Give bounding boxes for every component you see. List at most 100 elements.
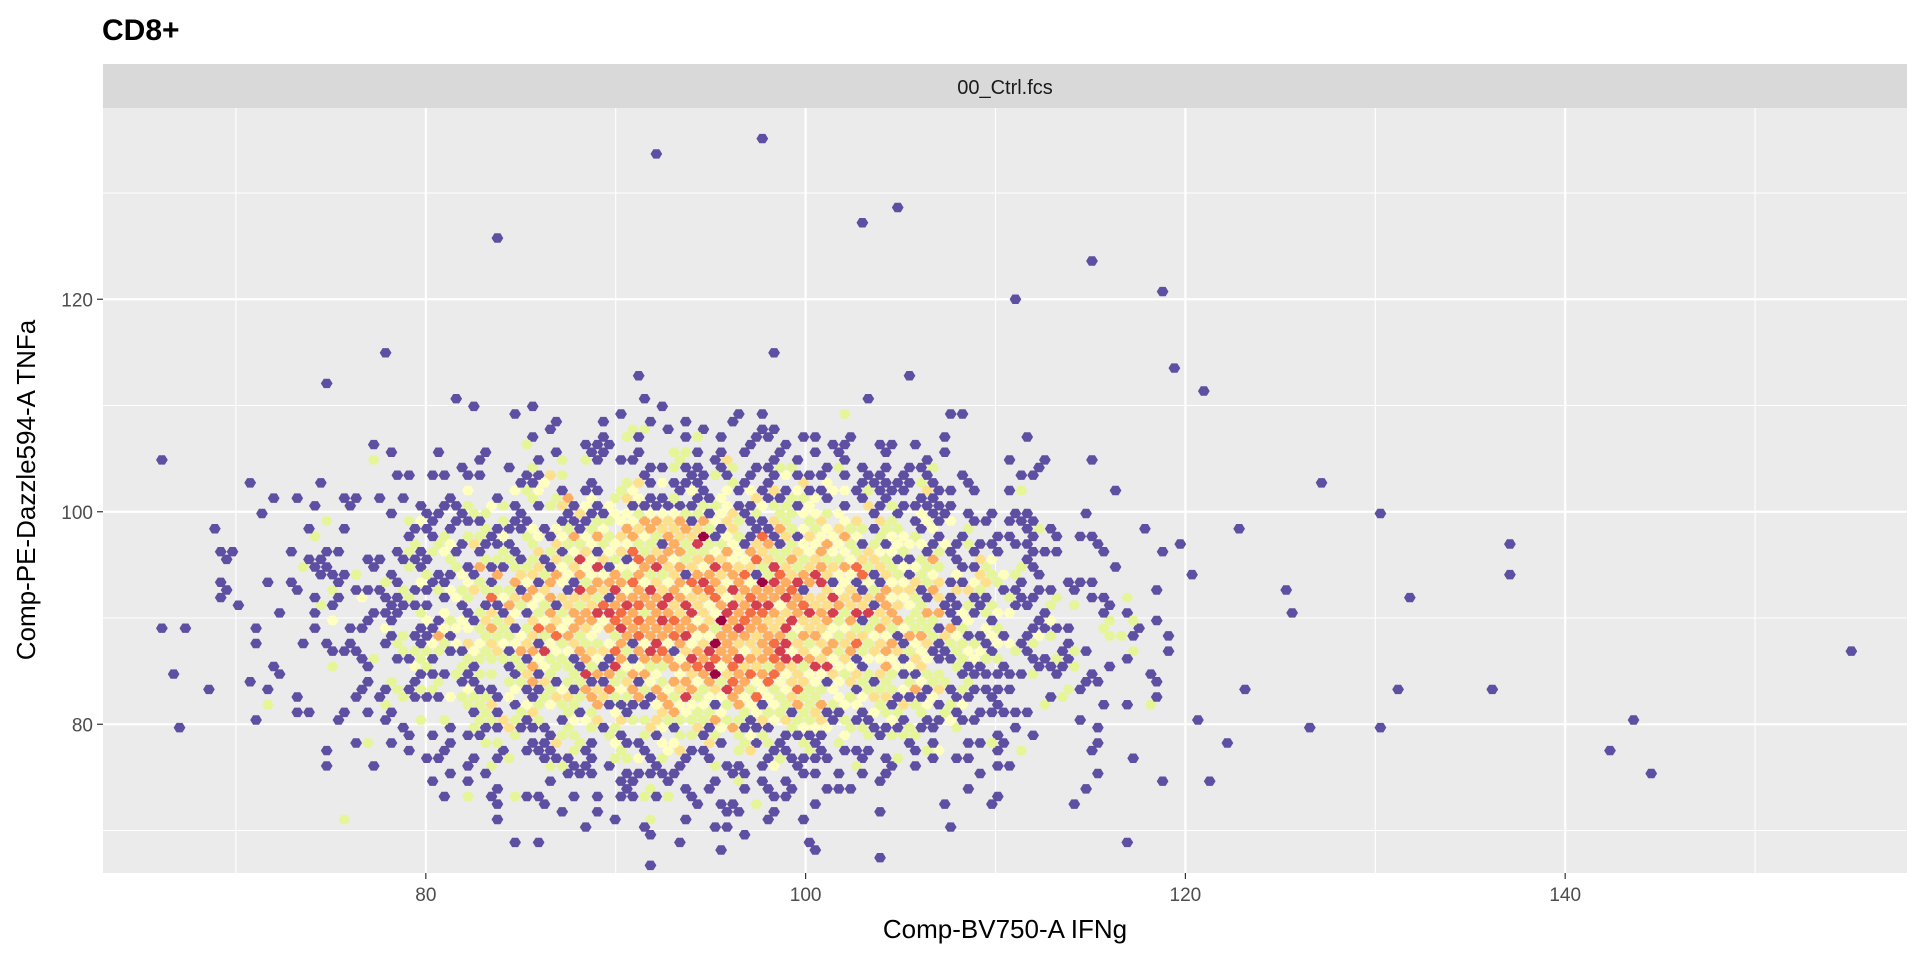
hexbin-cell: [420, 661, 433, 672]
hexbin-cell: [833, 646, 845, 656]
hexbin-cell: [809, 753, 822, 763]
hexbin-cell: [626, 501, 639, 511]
hexbin-cell: [697, 700, 710, 710]
hexbin-cell: [626, 715, 639, 725]
hexbin-cell: [780, 623, 792, 633]
hexbin-cell: [373, 692, 386, 702]
hexbin-cell: [462, 654, 474, 664]
hexbin-cell: [438, 608, 451, 618]
hexbin-cell: [509, 577, 521, 587]
hexbin-cell: [1009, 569, 1022, 580]
hexbin-cell: [1027, 623, 1039, 633]
hexbin-cell: [1092, 768, 1104, 779]
hexbin-cell: [309, 531, 321, 542]
hexbin-cell: [938, 432, 951, 442]
hexbin-cell: [762, 753, 775, 763]
hexbin-cell: [615, 562, 627, 572]
hexbin-cell: [756, 608, 769, 618]
hexbin-cell: [579, 745, 592, 756]
hexbin-cell: [715, 722, 727, 733]
hexbin-cell: [674, 577, 686, 587]
hexbin-cell: [456, 569, 468, 580]
hexbin-cell: [868, 478, 880, 488]
hexbin-cell: [509, 638, 521, 649]
hexbin-cell: [473, 470, 486, 480]
hexbin-cell: [526, 493, 539, 503]
hexbin-cell: [621, 784, 633, 794]
hexbin-cell: [721, 669, 733, 679]
hexbin-cell: [515, 478, 527, 488]
hexbin-cell: [662, 577, 674, 587]
hexbin-cell: [903, 722, 916, 733]
hexbin-cell: [391, 547, 404, 557]
hexbin-cell: [609, 554, 621, 565]
hexbin-cell: [585, 478, 598, 488]
hexbin-cell: [644, 600, 657, 610]
hexbin-cell: [738, 738, 751, 748]
hexbin-cell: [921, 684, 933, 695]
hexbin-cell: [603, 608, 616, 618]
hexbin-cell: [668, 508, 680, 519]
hexbin-cell: [962, 784, 975, 794]
hexbin-cell: [938, 677, 951, 687]
hexbin-cell: [874, 501, 886, 511]
hexbin-cell: [909, 745, 922, 756]
hexbin-cell: [362, 615, 374, 626]
hexbin-cell: [444, 493, 457, 503]
hexbin-cell: [727, 508, 739, 519]
hexbin-cell: [568, 547, 580, 557]
hexbin-cell: [585, 646, 598, 656]
hexbin-cell: [744, 485, 757, 496]
hexbin-cell: [838, 547, 851, 557]
hexbin-cell: [927, 493, 939, 503]
hexbin-cell: [261, 700, 274, 710]
hexbin-cell: [391, 470, 404, 480]
hexbin-cell: [797, 524, 810, 534]
hexbin-cell: [332, 577, 345, 587]
hexbin-cell: [573, 615, 586, 626]
hexbin-cell: [538, 631, 551, 641]
hexbin-cell: [485, 501, 498, 511]
hexbin-cell: [538, 585, 551, 595]
hexbin-cell: [668, 631, 680, 641]
hexbin-cell: [974, 585, 986, 595]
hexbin-cell: [491, 722, 504, 733]
hexbin-cell: [632, 692, 645, 702]
hexbin-cell: [750, 677, 763, 687]
hexbin-cell: [1033, 569, 1045, 580]
hexbin-cell: [868, 539, 880, 549]
hexbin-cell: [638, 654, 651, 664]
hexbin-cell: [515, 646, 527, 656]
hexbin-cell: [356, 654, 368, 664]
hexbin-cell: [738, 585, 751, 595]
hexbin-cell: [756, 409, 769, 419]
hexbin-cell: [821, 600, 833, 610]
hexbin-cell: [744, 730, 757, 740]
hexbin-cell: [532, 562, 545, 572]
hexbin-cell: [721, 516, 733, 526]
hexbin-cell: [579, 516, 592, 526]
hexbin-cell: [874, 853, 886, 863]
hexbin-cell: [809, 432, 822, 442]
hexbin-cell: [526, 661, 539, 672]
hexbin-cell: [326, 569, 339, 580]
hexbin-cell: [856, 600, 869, 610]
hexbin-cell: [880, 615, 892, 626]
hexbin-cell: [650, 638, 663, 649]
hexbin-cell: [568, 516, 580, 526]
hexbin-cell: [721, 547, 733, 557]
hexbin-cell: [838, 455, 851, 465]
hexbin-cell: [980, 562, 992, 572]
hexbin-cell: [491, 585, 504, 595]
hexbin-cell: [1221, 738, 1234, 748]
hexbin-cell: [679, 478, 692, 488]
hexbin-cell: [727, 722, 739, 733]
hexbin-cell: [585, 493, 598, 503]
hexbin-cell: [856, 554, 869, 565]
hexbin-cell: [903, 677, 916, 687]
hexbin-cell: [974, 738, 986, 748]
hexbin-cell: [650, 684, 663, 695]
hexbin-cell: [715, 508, 727, 519]
hexbin-cell: [697, 501, 710, 511]
hexbin-cell: [568, 562, 580, 572]
